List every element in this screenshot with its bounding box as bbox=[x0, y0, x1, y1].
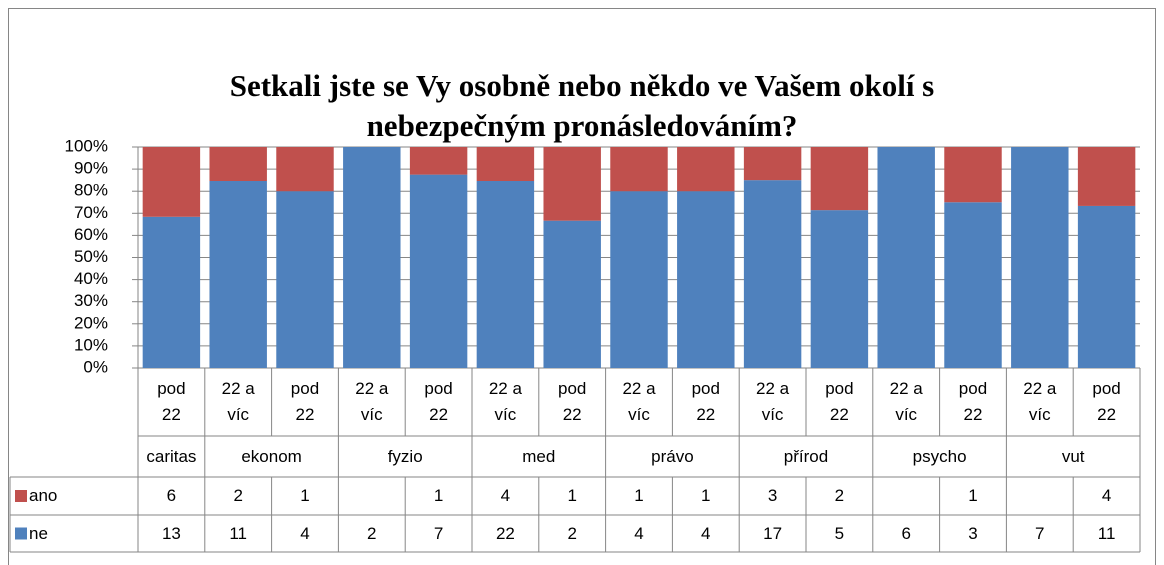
y-tick-label: 80% bbox=[74, 181, 108, 200]
table-value: 6 bbox=[901, 523, 911, 543]
table-value bbox=[1006, 477, 1073, 515]
chart-title: Setkali jste se Vy osobně nebo někdo ve … bbox=[229, 68, 935, 143]
table-value: 4 bbox=[300, 523, 310, 543]
x-tick-label: pod 22 bbox=[424, 379, 453, 424]
table-value: 1 bbox=[701, 486, 711, 505]
table-value: 7 bbox=[1035, 523, 1045, 543]
x-tick-label: 22 a víc bbox=[622, 379, 656, 424]
bar bbox=[409, 174, 468, 368]
legend-label: ano bbox=[29, 486, 58, 505]
y-tick-label: 30% bbox=[74, 291, 108, 310]
table-value: 11 bbox=[1097, 523, 1116, 543]
bar bbox=[476, 147, 535, 181]
table-value: 3 bbox=[767, 486, 778, 505]
bar bbox=[610, 147, 668, 192]
group-label: přírod bbox=[783, 446, 829, 466]
y-tick-label: 100% bbox=[65, 136, 108, 155]
group-label: psycho bbox=[912, 446, 967, 466]
x-tick-label: pod 22 bbox=[958, 379, 988, 424]
x-tick-label: pod 22 bbox=[691, 379, 720, 424]
group-label: caritas bbox=[146, 446, 197, 466]
table-value: 4 bbox=[701, 523, 711, 543]
y-tick-label: 60% bbox=[74, 225, 108, 244]
y-tick-label: 0% bbox=[83, 357, 108, 376]
bar bbox=[409, 147, 468, 175]
x-tick-label: pod 22 bbox=[1092, 379, 1121, 424]
x-tick-label: 22 a víc bbox=[1023, 379, 1057, 424]
legend-key bbox=[15, 490, 27, 502]
table-value: 1 bbox=[300, 486, 310, 505]
group-label: med bbox=[522, 446, 556, 466]
x-tick-label: 22 a víc bbox=[756, 379, 790, 424]
legend-label: ne bbox=[29, 523, 48, 543]
table-value: 7 bbox=[433, 523, 444, 543]
x-tick-label: pod 22 bbox=[825, 379, 854, 424]
table-value: 1 bbox=[433, 486, 444, 505]
bar bbox=[743, 180, 802, 368]
bar bbox=[1077, 147, 1136, 206]
bar bbox=[343, 147, 401, 368]
table-value: 4 bbox=[500, 486, 511, 505]
x-tick-label: 22 a víc bbox=[889, 379, 923, 424]
bar bbox=[543, 147, 601, 221]
bar bbox=[610, 191, 668, 368]
y-tick-label: 40% bbox=[74, 269, 108, 288]
bar bbox=[209, 181, 267, 368]
table-value: 13 bbox=[161, 523, 181, 543]
y-tick-label: 50% bbox=[74, 247, 108, 266]
bar bbox=[142, 147, 201, 217]
bar bbox=[810, 147, 869, 211]
table-value: 1 bbox=[968, 486, 978, 505]
y-tick-label: 20% bbox=[74, 313, 108, 332]
bar bbox=[543, 220, 601, 368]
group-label: vut bbox=[1061, 446, 1085, 466]
chart-border bbox=[8, 8, 1156, 565]
x-tick-label: 22 a víc bbox=[355, 379, 389, 424]
bar bbox=[944, 202, 1002, 368]
x-tick-label: 22 a víc bbox=[221, 379, 255, 424]
table-value: 2 bbox=[367, 523, 377, 543]
bar bbox=[743, 147, 802, 181]
x-tick-label: 22 a víc bbox=[488, 379, 522, 424]
bar bbox=[276, 191, 334, 368]
group-label: ekonom bbox=[241, 446, 302, 466]
bar bbox=[677, 191, 735, 368]
bar bbox=[810, 210, 869, 368]
group-label: právo bbox=[651, 446, 694, 466]
bar bbox=[944, 147, 1002, 203]
bar bbox=[476, 181, 535, 368]
table-value: 3 bbox=[968, 523, 978, 543]
bar bbox=[209, 147, 267, 181]
bar bbox=[1011, 147, 1069, 368]
bar bbox=[276, 147, 334, 192]
table-value: 5 bbox=[834, 523, 845, 543]
table-value: 1 bbox=[567, 486, 577, 505]
table-value: 2 bbox=[834, 486, 845, 505]
table-value: 2 bbox=[567, 523, 577, 543]
bar bbox=[677, 147, 735, 192]
y-tick-label: 90% bbox=[74, 159, 108, 178]
bar bbox=[142, 216, 201, 368]
table-value: 4 bbox=[1101, 486, 1112, 505]
table-value bbox=[338, 477, 405, 515]
x-tick-label: pod 22 bbox=[290, 379, 320, 424]
table-value: 2 bbox=[233, 486, 243, 505]
table-value: 17 bbox=[763, 523, 783, 543]
table-value: 4 bbox=[634, 523, 644, 543]
y-tick-label: 10% bbox=[74, 335, 108, 354]
table-value: 1 bbox=[634, 486, 644, 505]
table-value bbox=[873, 477, 940, 515]
x-tick-label: pod 22 bbox=[157, 379, 186, 424]
table-value: 22 bbox=[495, 523, 515, 543]
y-tick-label: 70% bbox=[74, 203, 108, 222]
table-value: 11 bbox=[229, 523, 248, 543]
table-value: 6 bbox=[166, 486, 177, 505]
x-tick-label: pod 22 bbox=[558, 379, 587, 424]
bar bbox=[1077, 205, 1136, 368]
legend-key bbox=[15, 527, 27, 540]
group-label: fyzio bbox=[387, 446, 423, 466]
bar bbox=[877, 147, 935, 368]
